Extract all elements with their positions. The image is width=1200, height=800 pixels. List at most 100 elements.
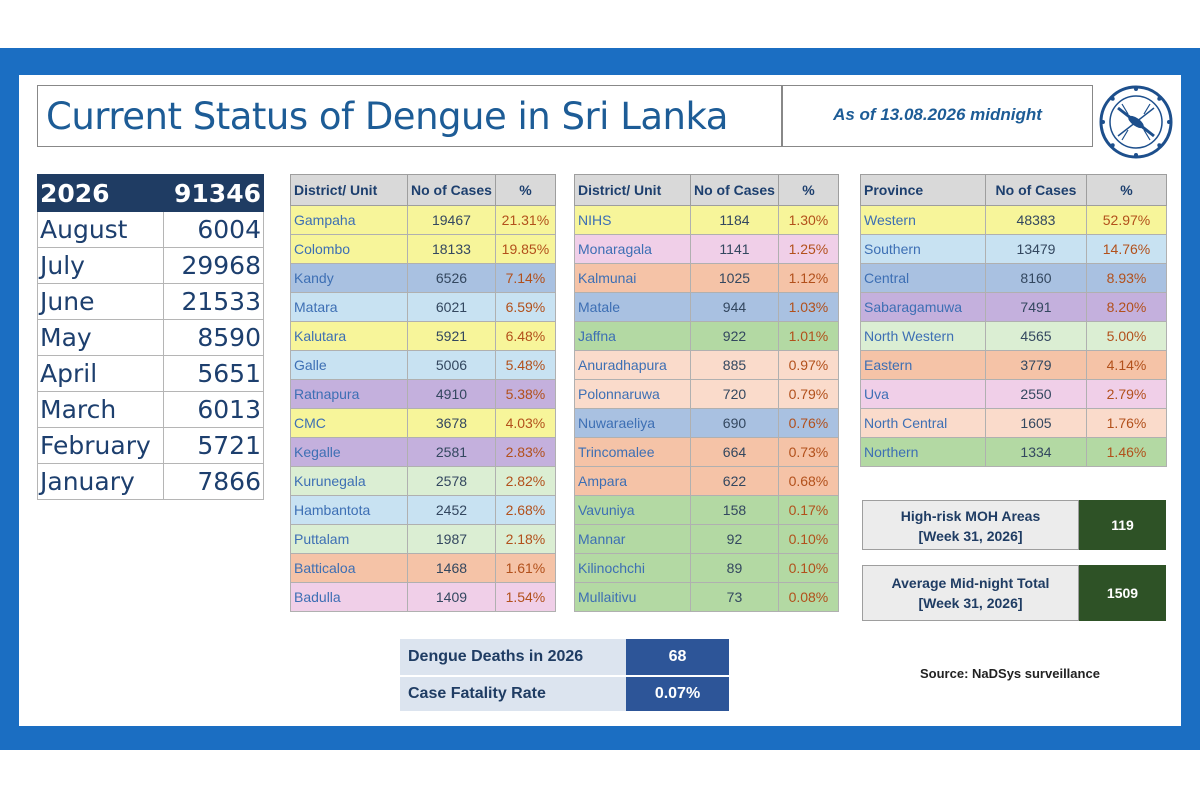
unit-name: Jaffna [574,321,691,351]
table-row: Uva 2550 2.79% [860,379,1167,409]
cases-header: No of Cases [690,174,779,206]
page-title: Current Status of Dengue in Sri Lanka [46,95,728,138]
month-row: May 8590 [37,319,265,356]
case-percent: 0.08% [777,582,839,612]
table-row: Puttalam 1987 2.18% [290,524,556,554]
unit-name: Mannar [574,524,691,554]
case-percent: 0.68% [777,466,839,496]
table-row: CMC 3678 4.03% [290,408,556,438]
case-percent: 0.10% [777,553,839,583]
case-count: 1334 [985,437,1087,467]
case-percent: 1.03% [777,292,839,322]
month-row: March 6013 [37,391,265,428]
unit-name: Colombo [290,234,408,264]
high-risk-moh-value: 119 [1079,500,1166,550]
case-percent: 5.00% [1086,321,1167,351]
unit-name: Vavuniya [574,495,691,525]
table-row: Jaffna 922 1.01% [574,321,839,351]
case-count: 6526 [407,263,496,293]
table-row: Ratnapura 4910 5.38% [290,379,556,409]
dengue-deaths-value: 68 [626,639,729,675]
case-count: 5921 [407,321,496,351]
case-count: 3678 [407,408,496,438]
case-percent: 19.85% [494,234,556,264]
table-row: Sabaragamuwa 7491 8.20% [860,292,1167,322]
case-percent: 21.31% [494,205,556,235]
unit-name: Gampaha [290,205,408,235]
month-label: July [37,247,164,284]
unit-name: North Western [860,321,986,351]
case-percent: 1.54% [494,582,556,612]
unit-name: Trincomalee [574,437,691,467]
case-percent: 6.59% [494,292,556,322]
unit-name: Sabaragamuwa [860,292,986,322]
case-count: 89 [690,553,779,583]
case-count: 1605 [985,408,1087,438]
table-row: Badulla 1409 1.54% [290,582,556,612]
unit-name: Western [860,205,986,235]
case-count: 19467 [407,205,496,235]
case-percent: 2.83% [494,437,556,467]
case-count: 6021 [407,292,496,322]
source-note: Source: NaDSys surveillance [920,666,1100,681]
table-row: Trincomalee 664 0.73% [574,437,839,467]
table-row: Western 48383 52.97% [860,205,1167,235]
month-row: June 21533 [37,283,265,320]
case-count: 1184 [690,205,779,235]
month-label: June [37,283,164,320]
case-count: 73 [690,582,779,612]
table-row: Matara 6021 6.59% [290,292,556,322]
table-row: Kurunegala 2578 2.82% [290,466,556,496]
table-row: Kandy 6526 7.14% [290,263,556,293]
case-count: 885 [690,350,779,380]
table-row: Southern 13479 14.76% [860,234,1167,264]
unit-name: Galle [290,350,408,380]
month-label: March [37,391,164,428]
dengue-deaths-label: Dengue Deaths in 2026 [400,639,626,675]
case-percent: 1.01% [777,321,839,351]
unit-name: North Central [860,408,986,438]
case-count: 3779 [985,350,1087,380]
monthly-cases-table: 2026 91346 August 6004 July 29968 June 21533 May… [37,174,265,500]
case-percent: 0.17% [777,495,839,525]
table-row: Nuwaraeliya 690 0.76% [574,408,839,438]
table-row: Kalutara 5921 6.48% [290,321,556,351]
unit-name: Badulla [290,582,408,612]
month-label: February [37,427,164,464]
case-count: 622 [690,466,779,496]
district-header: District/ Unit [574,174,691,206]
case-percent: 1.76% [1086,408,1167,438]
unit-name: Hambantota [290,495,408,525]
percent-header: % [494,174,556,206]
case-percent: 1.61% [494,553,556,583]
case-count: 2578 [407,466,496,496]
unit-name: Kilinochchi [574,553,691,583]
case-percent: 52.97% [1086,205,1167,235]
case-percent: 0.97% [777,350,839,380]
province-table: Province No of Cases % Western 48383 52.97… [860,174,1167,467]
unit-name: Mullaitivu [574,582,691,612]
case-count: 1468 [407,553,496,583]
table-row: Central 8160 8.93% [860,263,1167,293]
case-percent: 2.18% [494,524,556,554]
unit-name: Kandy [290,263,408,293]
table-row: Mannar 92 0.10% [574,524,839,554]
district-table-2: District/ Unit No of Cases % NIHS 1184 1.3… [574,174,839,612]
unit-name: Ampara [574,466,691,496]
case-percent: 0.73% [777,437,839,467]
unit-name: Central [860,263,986,293]
unit-name: NIHS [574,205,691,235]
unit-name: Southern [860,234,986,264]
case-percent: 0.79% [777,379,839,409]
province-header: Province [860,174,986,206]
table-row: Anuradhapura 885 0.97% [574,350,839,380]
unit-name: Polonnaruwa [574,379,691,409]
case-count: 1141 [690,234,779,264]
year-total-row: 2026 91346 [37,174,265,212]
case-percent: 1.30% [777,205,839,235]
title-box: Current Status of Dengue in Sri Lanka [37,85,782,147]
month-label: April [37,355,164,392]
as-of-date: As of 13.08.2026 midnight [833,105,1042,124]
case-fatality-label: Case Fatality Rate [400,677,626,711]
case-percent: 6.48% [494,321,556,351]
